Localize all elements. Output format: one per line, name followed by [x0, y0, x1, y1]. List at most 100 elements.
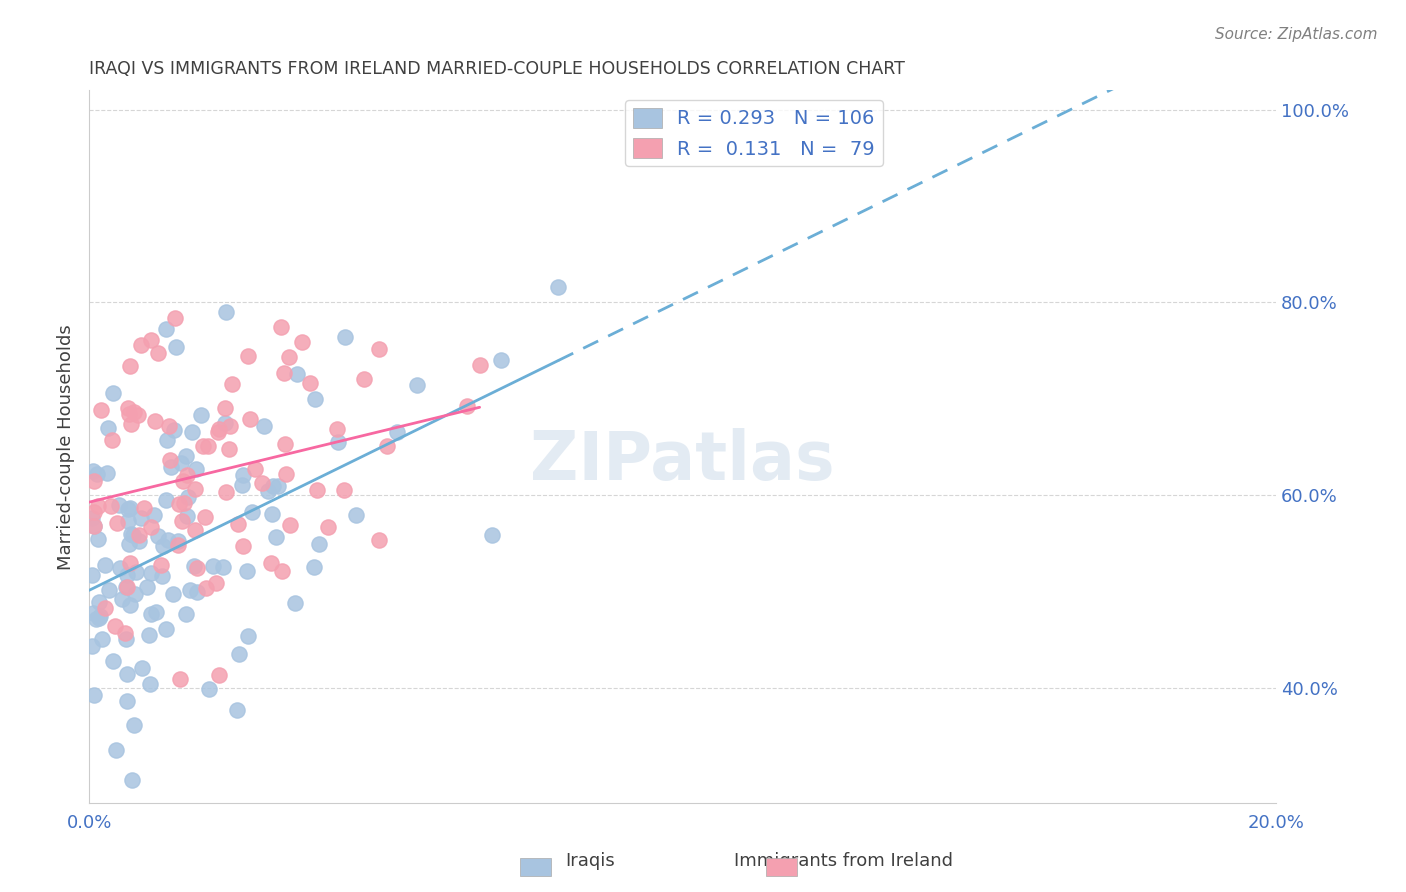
Point: [80, 568, 103, 582]
Point: [150, 569, 173, 583]
Point: [228, 647, 250, 661]
Point: [270, 564, 292, 578]
Point: [97, 583, 120, 598]
Point: [84, 612, 107, 626]
Point: [243, 461, 266, 475]
Point: [117, 514, 139, 528]
Point: [83, 474, 105, 488]
Point: [155, 622, 177, 636]
Point: [183, 558, 205, 573]
Point: [215, 485, 238, 500]
Point: [208, 422, 231, 436]
Point: [221, 377, 243, 392]
Point: [167, 497, 190, 511]
Point: [128, 528, 150, 542]
Text: Source: ZipAtlas.com: Source: ZipAtlas.com: [1215, 27, 1378, 42]
Point: [218, 418, 240, 433]
Point: [207, 425, 229, 440]
Point: [332, 483, 354, 497]
Text: Immigrants from Ireland: Immigrants from Ireland: [734, 852, 953, 870]
Point: [198, 682, 221, 697]
Point: [80, 639, 103, 653]
Point: [129, 338, 152, 352]
Point: [186, 584, 208, 599]
Point: [308, 536, 330, 550]
Point: [367, 342, 389, 356]
Point: [150, 558, 173, 572]
Point: [179, 583, 201, 598]
Point: [131, 661, 153, 675]
Point: [125, 565, 148, 579]
Point: [110, 592, 132, 607]
Point: [170, 456, 193, 470]
Point: [197, 438, 219, 452]
Point: [159, 460, 181, 475]
Point: [127, 408, 149, 422]
Point: [176, 468, 198, 483]
Point: [284, 596, 307, 610]
Point: [235, 564, 257, 578]
Point: [172, 515, 194, 529]
Point: [97, 421, 120, 435]
Point: [143, 414, 166, 428]
Point: [143, 508, 166, 522]
Point: [232, 468, 254, 483]
Point: [156, 533, 179, 547]
Point: [218, 442, 240, 457]
Point: [344, 508, 367, 522]
Point: [115, 632, 138, 646]
Point: [167, 533, 190, 548]
Point: [481, 528, 503, 542]
Point: [82, 607, 104, 621]
Point: [264, 530, 287, 544]
Point: [316, 520, 339, 534]
Point: [273, 366, 295, 380]
Point: [120, 527, 142, 541]
Point: [117, 694, 139, 708]
Point: [101, 433, 124, 447]
Point: [169, 672, 191, 686]
Point: [163, 423, 186, 437]
Point: [326, 421, 349, 435]
Point: [231, 477, 253, 491]
Point: [83, 519, 105, 533]
Point: [215, 305, 238, 319]
Point: [195, 581, 218, 595]
Point: [138, 628, 160, 642]
Point: [87, 532, 110, 546]
Point: [155, 493, 177, 508]
Point: [122, 405, 145, 419]
Point: [89, 609, 111, 624]
Point: [87, 499, 110, 513]
Point: [124, 587, 146, 601]
Text: IRAQI VS IMMIGRANTS FROM IRELAND MARRIED-COUPLE HOUSEHOLDS CORRELATION CHART: IRAQI VS IMMIGRANTS FROM IRELAND MARRIED…: [89, 60, 905, 78]
Point: [86, 467, 108, 481]
Point: [208, 668, 231, 682]
Point: [191, 439, 214, 453]
Point: [375, 439, 398, 453]
Point: [107, 498, 129, 512]
Point: [270, 320, 292, 334]
Point: [83, 505, 105, 519]
Point: [201, 559, 224, 574]
Point: [172, 474, 194, 488]
Point: [100, 499, 122, 513]
Point: [280, 518, 302, 533]
Point: [83, 519, 105, 533]
Point: [155, 322, 177, 336]
Point: [117, 667, 139, 681]
Point: [128, 533, 150, 548]
Point: [174, 607, 197, 621]
Point: [117, 502, 139, 516]
Point: [152, 539, 174, 553]
Point: [89, 595, 111, 609]
Point: [105, 743, 128, 757]
Point: [163, 311, 186, 326]
Point: [236, 349, 259, 363]
Point: [80, 511, 103, 525]
Point: [141, 520, 163, 534]
Point: [368, 533, 391, 547]
Text: ZIPatlas: ZIPatlas: [530, 428, 835, 494]
Point: [405, 378, 427, 392]
Point: [146, 529, 169, 543]
